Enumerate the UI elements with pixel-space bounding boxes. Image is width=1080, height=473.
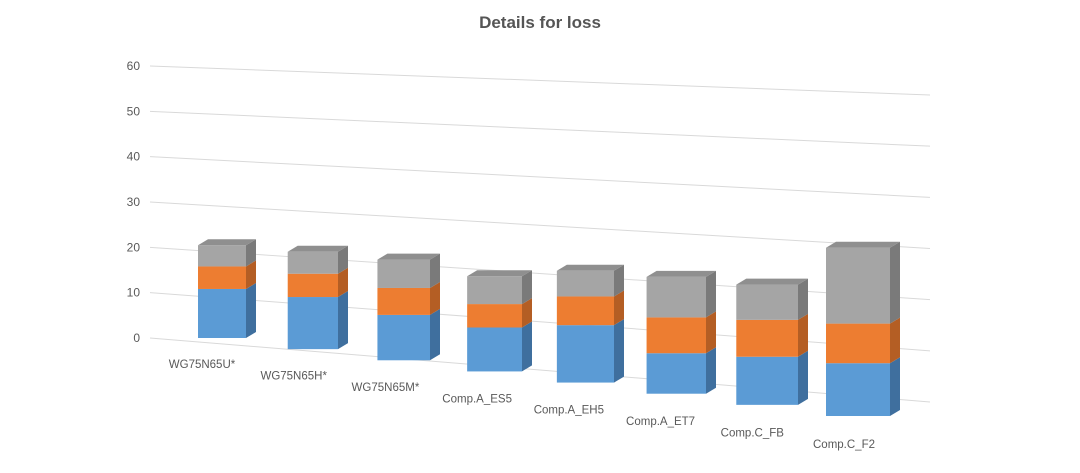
bar-segment-front: [646, 276, 706, 318]
bar-stack: [826, 241, 900, 416]
x-tick-label: Comp.C_F2: [813, 439, 875, 451]
bar-segment-front: [826, 363, 890, 416]
bar-segment-side: [798, 278, 808, 320]
y-tick-label: 20: [127, 240, 141, 254]
y-tick-label: 40: [127, 150, 141, 164]
gridline: [149, 156, 931, 198]
bar-segment-front: [736, 319, 798, 357]
bar-segment-side: [522, 321, 532, 372]
bar-segment-side: [614, 264, 624, 297]
bar-segment-side: [522, 270, 532, 305]
bar-stack: [556, 264, 624, 383]
bar-stack: [287, 245, 348, 350]
bar-top: [556, 264, 624, 271]
bar-segment-front: [736, 356, 798, 405]
bar-segment-side: [890, 357, 900, 416]
chart-title: Details for loss: [479, 13, 601, 32]
bar-segment-side: [614, 319, 624, 383]
x-tick-label: WG75N65H*: [260, 370, 327, 382]
x-tick-label: WG75N65M*: [352, 382, 420, 394]
bar-segment-front: [287, 297, 338, 350]
bar-segment-side: [706, 311, 716, 354]
bar-segment-side: [798, 313, 808, 357]
bar-segment-front: [646, 353, 706, 394]
bar-segment-side: [890, 317, 900, 364]
gridline: [149, 246, 931, 301]
bar-segment-side: [246, 260, 256, 289]
bar-segment-side: [430, 308, 440, 361]
y-tick-label: 60: [127, 59, 141, 73]
bar-segment-side: [798, 350, 808, 405]
bar-top: [467, 270, 532, 277]
bar-segment-front: [198, 245, 246, 267]
bar-segment-side: [246, 239, 256, 267]
bar-segment-front: [198, 266, 246, 289]
bar-segment-side: [430, 253, 440, 288]
bar-top: [826, 241, 900, 248]
gridline: [149, 65, 931, 96]
bar-segment-side: [706, 270, 716, 318]
bar-segment-side: [338, 291, 348, 350]
y-tick-label: 30: [127, 195, 141, 209]
x-tick-label: Comp.C_FB: [721, 428, 785, 440]
bar-segment-front: [556, 270, 614, 297]
bar-segment-side: [706, 347, 716, 394]
bar-segment-front: [467, 327, 522, 372]
x-tick-label: Comp.A_EH5: [534, 405, 604, 417]
y-tick-label: 10: [127, 286, 141, 300]
bar-segment-front: [736, 284, 798, 320]
bar-stack: [198, 239, 256, 338]
x-tick-label: Comp.A_ES5: [442, 393, 512, 405]
y-tick-label: 0: [133, 331, 140, 345]
bar-stack: [377, 253, 440, 361]
bar-top: [646, 270, 716, 277]
bar-segment-front: [826, 247, 890, 324]
gridline: [149, 292, 931, 352]
bar-segment-front: [556, 325, 614, 383]
bar-segment-front: [467, 304, 522, 328]
x-tick-label: Comp.A_ET7: [626, 416, 695, 428]
gridline: [149, 110, 931, 147]
bar-top: [287, 245, 348, 252]
bar-segment-side: [614, 290, 624, 326]
bar-segment-front: [826, 323, 890, 364]
gridline: [149, 201, 931, 249]
bar-segment-front: [198, 288, 246, 338]
bar-top: [198, 239, 256, 246]
bar-segment-front: [287, 251, 338, 274]
bars: [198, 239, 900, 416]
bar-segment-front: [377, 259, 430, 288]
bar-stack: [736, 278, 808, 405]
bar-stack: [646, 270, 716, 394]
bar-segment-front: [646, 317, 706, 354]
bar-segment-side: [338, 245, 348, 274]
bar-segment-side: [338, 267, 348, 298]
bar-segment-side: [430, 281, 440, 315]
y-axis-ticks: 0 10 20 30 40 50 60: [127, 59, 141, 345]
bar-segment-front: [287, 273, 338, 298]
bar-segment-side: [890, 241, 900, 324]
bar-segment-side: [246, 282, 256, 338]
bar-stack: [467, 270, 532, 372]
bar-segment-front: [556, 296, 614, 326]
x-tick-label: WG75N65U*: [169, 359, 236, 371]
bar-top: [377, 253, 440, 260]
bar-segment-side: [522, 298, 532, 328]
gridlines: [149, 65, 931, 403]
bar-segment-front: [377, 287, 430, 315]
bar-segment-front: [467, 276, 522, 305]
x-axis-ticks: WG75N65U* WG75N65H* WG75N65M* Comp.A_ES5 Com…: [169, 359, 875, 451]
y-tick-label: 50: [127, 104, 141, 118]
bar-segment-front: [377, 314, 430, 361]
bar-top: [736, 278, 808, 285]
